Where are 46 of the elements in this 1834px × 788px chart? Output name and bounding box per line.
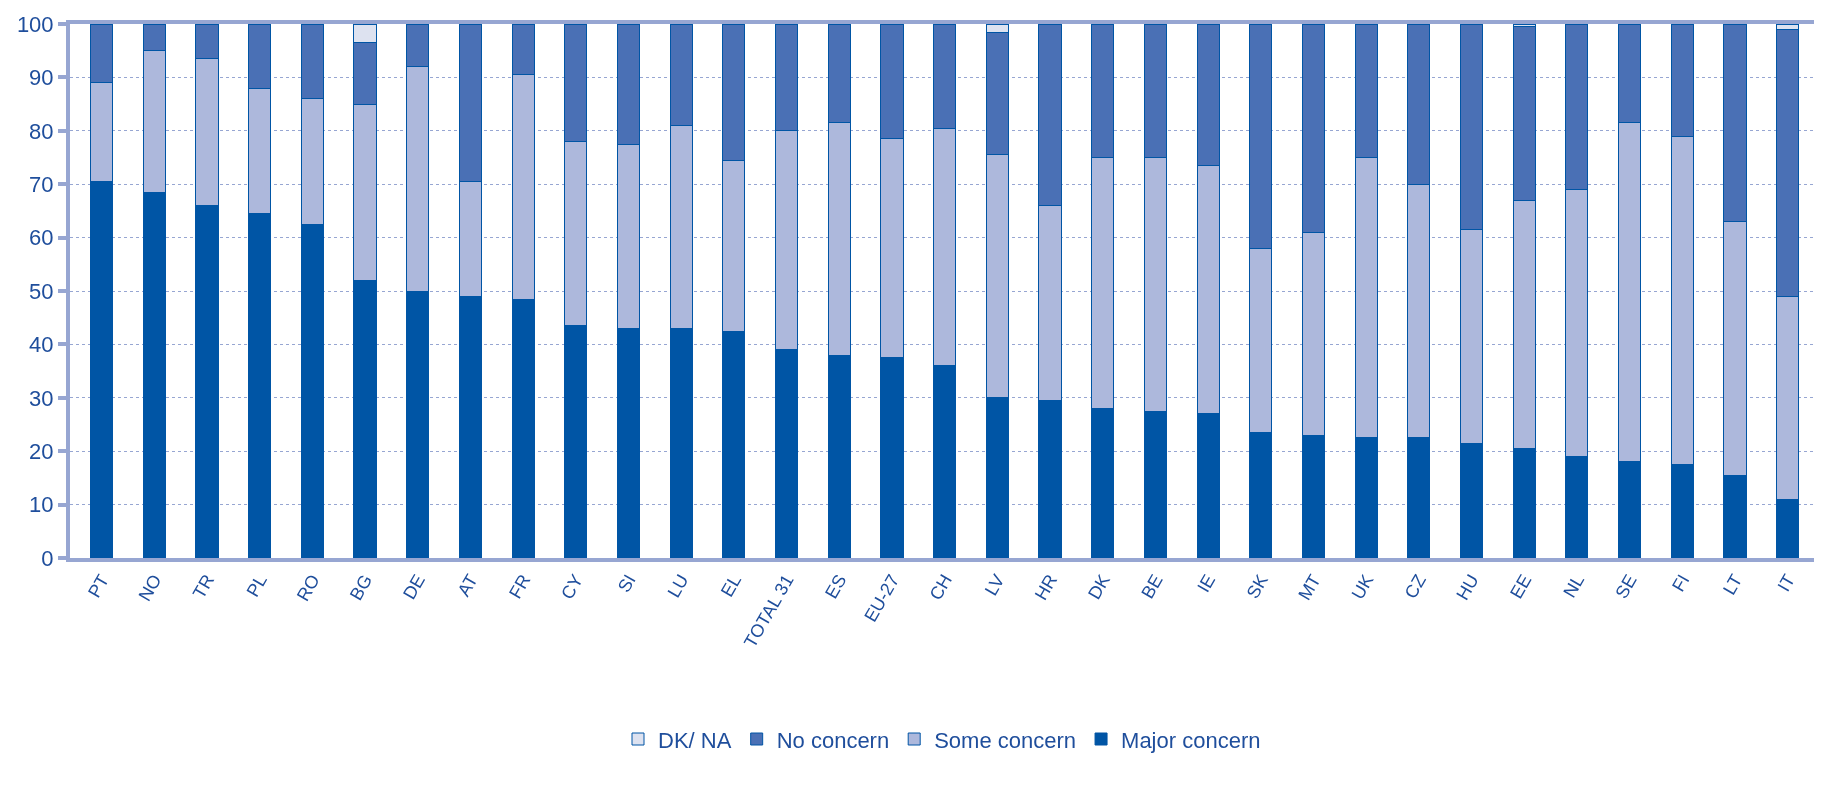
x-tick-label: DK <box>1084 571 1114 603</box>
x-tick-label: BE <box>1137 571 1167 602</box>
y-tick-label: 20 <box>29 438 54 464</box>
x-tick-label: SI <box>613 571 640 596</box>
legend-label: Major concern <box>1121 727 1261 753</box>
x-tick-label: CY <box>557 571 588 603</box>
legend-label: DK/ NA <box>658 727 732 753</box>
y-tick-label: 70 <box>29 171 54 197</box>
x-tick-label: SK <box>1242 571 1273 602</box>
legend-label: Some concern <box>934 727 1077 753</box>
y-tick-label: 50 <box>29 278 54 304</box>
x-tick-label: CH <box>925 571 956 604</box>
x-tick-label: FR <box>505 571 535 602</box>
y-tick-label: 80 <box>29 118 54 144</box>
y-tick-label: 60 <box>29 225 54 251</box>
x-tick-label: TR <box>188 571 219 602</box>
x-tick-label: NO <box>134 571 166 605</box>
y-tick-label: 30 <box>29 385 54 411</box>
x-tick-label: PL <box>242 571 271 601</box>
x-tick-label: LT <box>1719 571 1747 599</box>
y-tick-label: 10 <box>29 492 54 518</box>
x-tick-label: HR <box>1030 571 1062 604</box>
x-tick-label: UK <box>1347 571 1378 603</box>
y-tick-label: 40 <box>29 332 54 358</box>
x-tick-label: EL <box>716 571 746 601</box>
x-tick-label: FI <box>1668 571 1694 595</box>
y-tick-label: 100 <box>16 11 54 37</box>
x-tick-label: EE <box>1506 571 1536 602</box>
x-tick-label: SE <box>1611 571 1641 602</box>
x-tick-label: HU <box>1452 571 1483 604</box>
x-tick-label: RO <box>292 571 324 605</box>
x-tick-label: CZ <box>1400 571 1431 602</box>
legend-label: No concern <box>776 727 890 753</box>
x-tick-label: IE <box>1193 571 1220 596</box>
x-tick-label: NL <box>1559 571 1589 602</box>
x-tick-label: AT <box>453 571 482 600</box>
x-tick-label: BG <box>345 571 377 604</box>
x-tick-label: ES <box>821 571 851 602</box>
x-tick-label: DE <box>399 571 430 603</box>
y-tick-label: 0 <box>41 545 54 571</box>
x-tick-label: MT <box>1294 571 1325 604</box>
y-tick-label: 90 <box>29 65 54 91</box>
x-tick-label: LV <box>980 571 1009 600</box>
x-tick-label: IT <box>1773 571 1799 595</box>
x-tick-label: PT <box>84 571 113 602</box>
x-tick-label: LU <box>663 571 693 602</box>
